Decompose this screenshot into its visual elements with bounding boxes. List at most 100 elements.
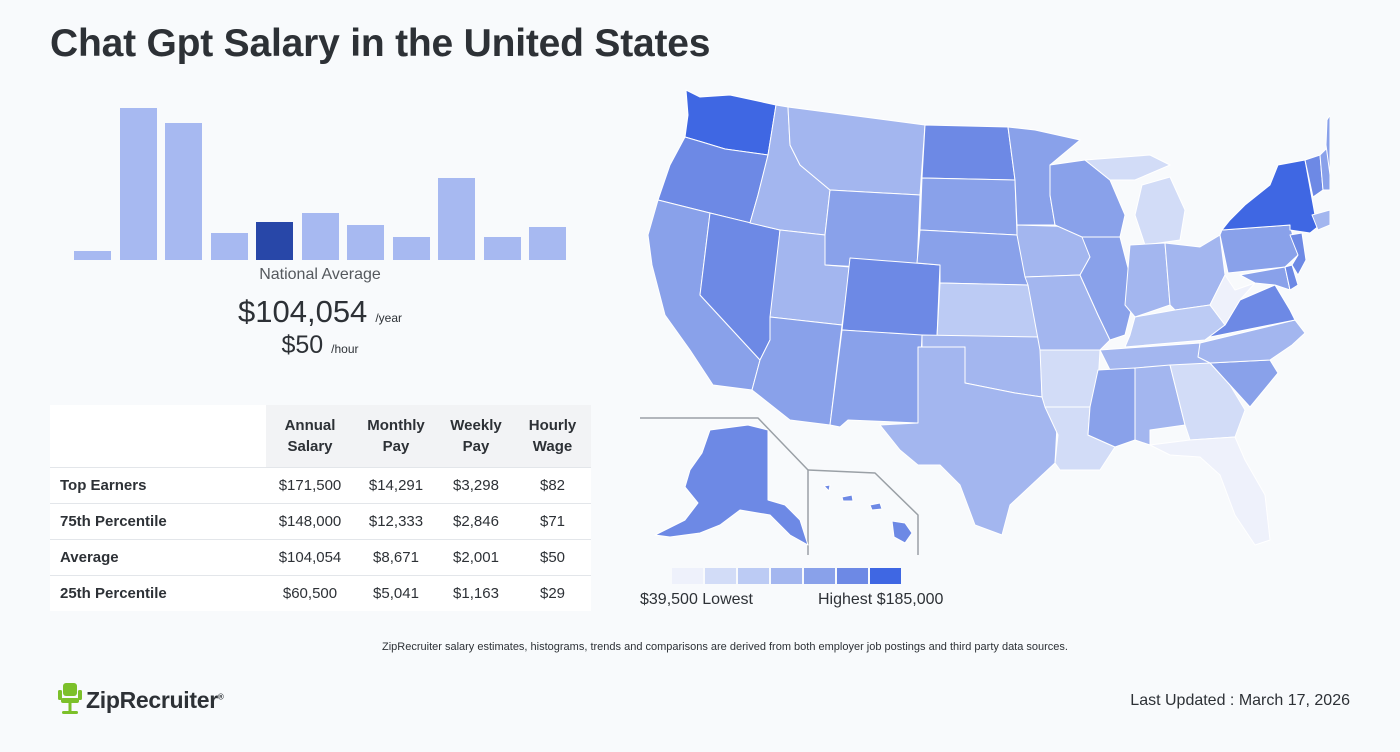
state-arizona[interactable] [751,316,843,426]
histogram-bar [529,227,566,260]
us-salary-map [640,89,1330,555]
state-new-mexico[interactable] [829,329,923,428]
table-header-monthly: Monthly Pay [354,405,438,468]
legend-swatch [870,568,901,584]
state-delaware[interactable] [1284,264,1299,291]
state-kansas[interactable] [936,282,1041,338]
table-cell: $14,291 [354,467,438,504]
state-north-dakota[interactable] [921,124,1016,181]
state-indiana[interactable] [1124,242,1171,318]
header-line: Hourly [528,417,577,434]
state-michigan[interactable] [1084,154,1186,246]
row-label: Top Earners [50,467,266,504]
state-arkansas[interactable] [1039,349,1101,408]
state-alaska[interactable] [654,424,809,546]
registered-mark: ® [217,691,224,701]
table-cell: $104,054 [266,539,354,576]
row-label: Average [50,539,266,576]
state-hawaii[interactable] [823,484,913,544]
hourly-salary-unit: /hour [331,342,359,356]
row-label: 75th Percentile [50,503,266,540]
state-pennsylvania[interactable] [1219,224,1299,274]
page-title: Chat Gpt Salary in the United States [50,22,711,65]
hourly-salary-value: $50 [281,331,324,359]
state-florida[interactable] [1149,436,1271,546]
state-connecticut[interactable] [1311,209,1330,231]
state-wyoming[interactable] [824,189,921,271]
table-cell: $50 [514,539,591,576]
header-line: Salary [287,438,333,455]
legend-swatch [771,568,802,584]
logo-text: ZipRecruiter [86,686,218,713]
salary-table: Annual Salary Monthly Pay Weekly Pay Hourly… [50,405,591,611]
table-cell: $3,298 [438,467,514,504]
hawaii-inset-border [807,469,919,555]
histogram-bar [301,213,339,260]
table-cell: $82 [514,467,591,504]
table-cell: $12,333 [354,503,438,540]
histogram-bar [256,222,293,260]
state-colorado[interactable] [841,257,941,338]
salary-histogram [74,100,574,260]
hourly-salary: $50/hour [120,331,520,360]
table-cell: $1,163 [438,575,514,611]
table-cell: $148,000 [266,503,354,540]
table-header-annual: Annual Salary [266,405,354,468]
table-cell: $60,500 [266,575,354,611]
histogram-bar [483,237,521,260]
legend-high-label: Highest $185,000 [818,591,944,608]
legend-swatch [804,568,835,584]
legend-low-label: $39,500 Lowest [640,591,753,608]
histogram-bar [392,237,430,260]
last-updated: Last Updated : March 17, 2026 [1130,692,1350,709]
logo-wordmark: ZipRecruiter® [86,686,224,714]
table-header-blank [50,405,266,468]
histogram-bar [165,123,202,260]
state-texas[interactable] [879,346,1059,536]
data-disclaimer: ZipRecruiter salary estimates, histogram… [382,641,1068,653]
table-cell: $29 [514,575,591,611]
histogram-bar [347,225,384,260]
table-row: Average $104,054 $8,671 $2,001 $50 [50,539,591,576]
table-cell: $2,001 [438,539,514,576]
chair-logo-icon [58,683,82,714]
ziprecruiter-logo[interactable]: ZipRecruiter® [58,683,224,717]
table-cell: $171,500 [266,467,354,504]
table-header-hourly: Hourly Wage [514,405,591,468]
header-line: Monthly [367,417,425,434]
state-new-york[interactable] [1221,159,1321,234]
state-maine[interactable] [1325,114,1330,176]
table-header-row: Annual Salary Monthly Pay Weekly Pay Hourly… [50,405,591,468]
header-line: Pay [462,438,490,455]
state-maryland[interactable] [1239,266,1291,291]
row-label: 25th Percentile [50,575,266,611]
state-new-jersey[interactable] [1289,232,1307,276]
alaska-inset-border [640,417,809,555]
map-legend [672,568,903,589]
annual-salary-value: $104,054 [238,294,368,329]
annual-salary: $104,054/year [120,294,520,330]
histogram-bar [210,233,248,260]
table-cell: $71 [514,503,591,540]
table-cell: $5,041 [354,575,438,611]
table-cell: $2,846 [438,503,514,540]
state-south-dakota[interactable] [919,177,1018,236]
legend-swatch [705,568,736,584]
legend-swatch [738,568,769,584]
state-north-carolina[interactable] [1197,319,1306,364]
legend-swatch [672,568,703,584]
histogram-bar [74,251,111,260]
header-line: Pay [382,438,410,455]
histogram-bar [438,178,475,260]
table-cell: $8,671 [354,539,438,576]
header-line: Wage [532,438,573,455]
table-row: 75th Percentile $148,000 $12,333 $2,846 … [50,503,591,540]
national-average-label: National Average [259,266,381,283]
table-header-weekly: Weekly Pay [438,405,514,468]
table-row: Top Earners $171,500 $14,291 $3,298 $82 [50,467,591,504]
header-line: Annual [284,417,336,434]
annual-salary-unit: /year [375,311,402,325]
state-illinois[interactable] [1079,236,1136,341]
header-line: Weekly [450,417,502,434]
legend-swatch [837,568,868,584]
